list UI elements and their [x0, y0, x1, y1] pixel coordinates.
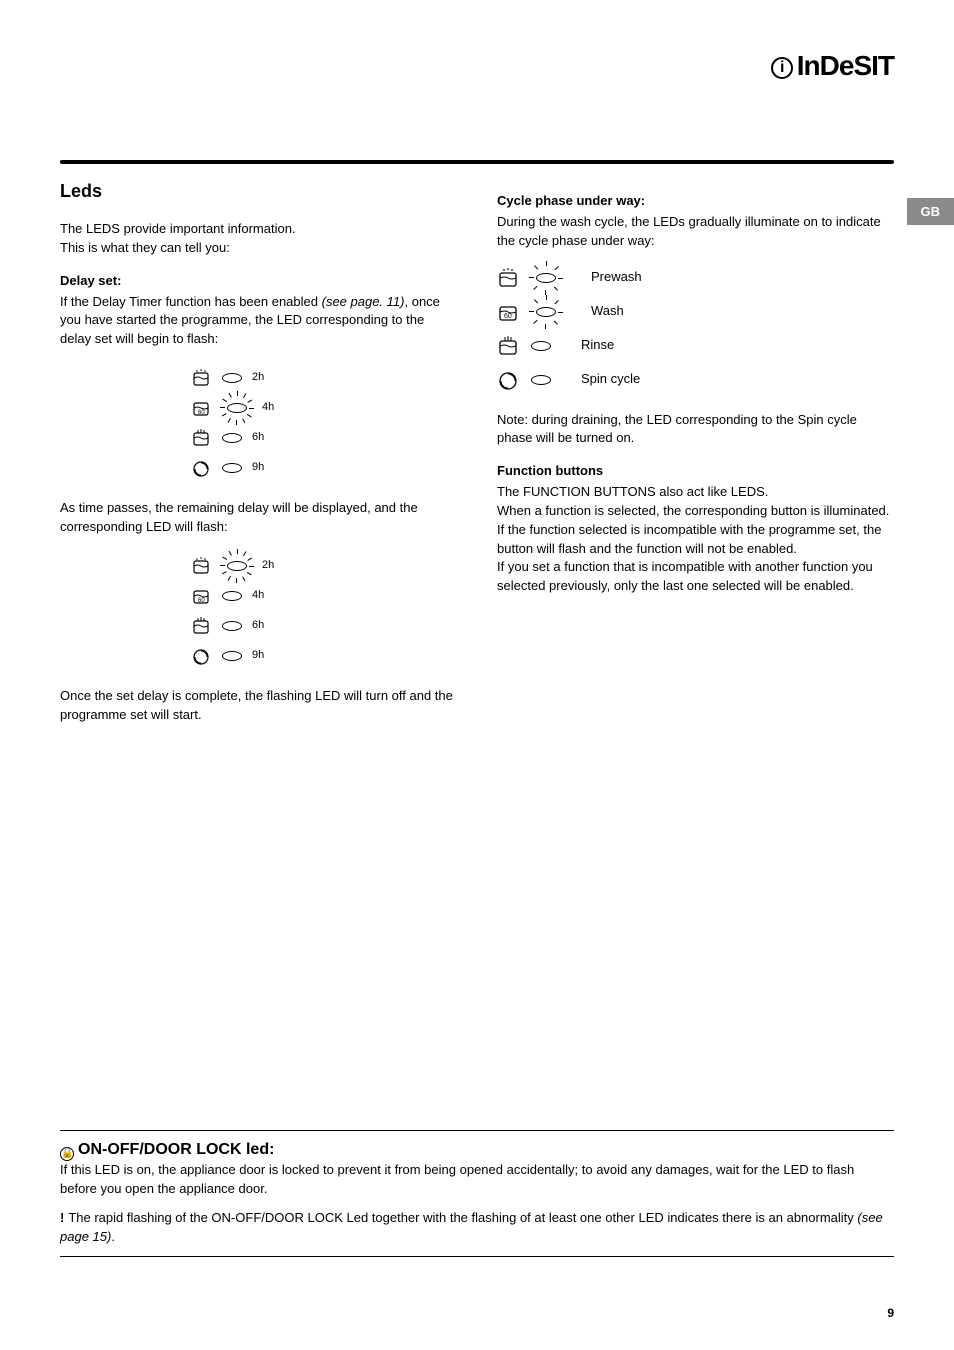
phase-label: Prewash: [591, 268, 642, 287]
svg-text:60: 60: [198, 598, 205, 604]
spin-icon: [497, 369, 519, 391]
spin-icon: [190, 645, 212, 667]
prewash-icon: [190, 555, 212, 577]
footer-rule: [60, 1256, 894, 1257]
phase-row: Rinse: [497, 329, 894, 363]
led-oval-icon: [222, 433, 242, 443]
door-lock-p2: ! The rapid flashing of the ON-OFF/DOOR L…: [60, 1209, 894, 1247]
phase-label: Rinse: [581, 336, 614, 355]
prewash-icon: [497, 267, 519, 289]
door-lock-head-text: ON-OFF/DOOR LOCK led:: [78, 1141, 274, 1158]
content-area: Leds The LEDS provide important informat…: [60, 178, 894, 735]
door-lock-heading: 🔒 ON-OFF/DOOR LOCK led:: [60, 1141, 894, 1161]
led-oval-icon: [222, 591, 242, 601]
prewash-icon: [190, 367, 212, 389]
delay-para1: If the Delay Timer function has been ena…: [60, 293, 457, 350]
leds-intro: The LEDS provide important information. …: [60, 220, 457, 258]
hour-label: 4h: [262, 400, 280, 416]
led-row: 2h: [190, 363, 457, 393]
led-row: 6h: [190, 611, 457, 641]
cycle-heading: Cycle phase under way:: [497, 192, 894, 211]
language-tab: GB: [907, 198, 954, 225]
led-flashing-icon: [531, 263, 561, 293]
phase-label: Wash: [591, 302, 624, 321]
hour-label: 9h: [252, 648, 270, 664]
hour-label: 6h: [252, 430, 270, 446]
led-oval-icon: [222, 463, 242, 473]
hour-label: 2h: [262, 558, 280, 574]
led-row: 60 4h: [190, 581, 457, 611]
led-row: 6h: [190, 423, 457, 453]
cycle-para1: During the wash cycle, the LEDs graduall…: [497, 213, 894, 251]
phase-row: 60 Wash: [497, 295, 894, 329]
svg-text:60: 60: [504, 313, 512, 320]
page-number: 9: [887, 1306, 894, 1320]
right-column: Cycle phase under way: During the wash c…: [497, 178, 894, 735]
left-column: Leds The LEDS provide important informat…: [60, 178, 457, 735]
intro-line2: This is what they can tell you:: [60, 240, 230, 255]
door-lock-p1: If this LED is on, the appliance door is…: [60, 1161, 894, 1199]
func-p1: The FUNCTION BUTTONS also act like LEDS.: [497, 483, 894, 502]
header-rule: [60, 160, 894, 164]
intro-line1: The LEDS provide important information.: [60, 221, 296, 236]
led-row: 2h: [190, 551, 457, 581]
hour-label: 2h: [252, 370, 270, 386]
warning-icon: !: [60, 1210, 64, 1225]
lock-p2a: The rapid flashing of the ON-OFF/DOOR LO…: [68, 1210, 857, 1225]
svg-text:60: 60: [198, 410, 205, 416]
lock-p2c: .: [111, 1229, 115, 1244]
leds-heading: Leds: [60, 178, 457, 204]
delay-p1b: (see page. 11): [322, 294, 405, 309]
led-flashing-icon: [222, 393, 252, 423]
delay-p1a: If the Delay Timer function has been ena…: [60, 294, 322, 309]
led-row: 9h: [190, 641, 457, 671]
brand-text: InDeSIT: [797, 50, 894, 81]
logo-mark-icon: i: [771, 57, 793, 79]
led-oval-icon: [531, 341, 551, 351]
lock-info-icon: 🔒: [60, 1147, 74, 1161]
hour-label: 9h: [252, 460, 270, 476]
phase-block: Prewash 60 Wash Rinse Spin cycle: [497, 261, 894, 397]
hour-label: 4h: [252, 588, 270, 604]
rinse-icon: [190, 427, 212, 449]
led-row: 9h: [190, 453, 457, 483]
phase-row: Spin cycle: [497, 363, 894, 397]
function-buttons-heading: Function buttons: [497, 462, 894, 481]
led-flashing-icon: [222, 551, 252, 581]
hour-label: 6h: [252, 618, 270, 634]
phase-row: Prewash: [497, 261, 894, 295]
wash-icon: 60: [190, 585, 212, 607]
cycle-note: Note: during draining, the LED correspon…: [497, 411, 894, 449]
led-oval-icon: [222, 621, 242, 631]
delay-set-heading: Delay set:: [60, 272, 457, 291]
delay-para2: As time passes, the remaining delay will…: [60, 499, 457, 537]
led-oval-icon: [222, 373, 242, 383]
wash-icon: 60: [497, 301, 519, 323]
led-flashing-icon: [531, 297, 561, 327]
func-p2: When a function is selected, the corresp…: [497, 502, 894, 521]
delay-para3: Once the set delay is complete, the flas…: [60, 687, 457, 725]
rinse-icon: [190, 615, 212, 637]
footer-block: 🔒 ON-OFF/DOOR LOCK led: If this LED is on…: [60, 1130, 894, 1257]
wash-icon: 60: [190, 397, 212, 419]
brand-logo: iInDeSIT: [771, 50, 894, 82]
func-p3: If the function selected is incompatible…: [497, 521, 894, 559]
rinse-icon: [497, 335, 519, 357]
footer-rule: [60, 1130, 894, 1131]
spin-icon: [190, 457, 212, 479]
phase-label: Spin cycle: [581, 370, 640, 389]
delay-led-block-1: 2h 60 4h 6h 9h: [190, 363, 457, 483]
delay-led-block-2: 2h 60 4h 6h 9h: [190, 551, 457, 671]
led-oval-icon: [222, 651, 242, 661]
led-oval-icon: [531, 375, 551, 385]
led-row: 60 4h: [190, 393, 457, 423]
func-p4: If you set a function that is incompatib…: [497, 558, 894, 596]
